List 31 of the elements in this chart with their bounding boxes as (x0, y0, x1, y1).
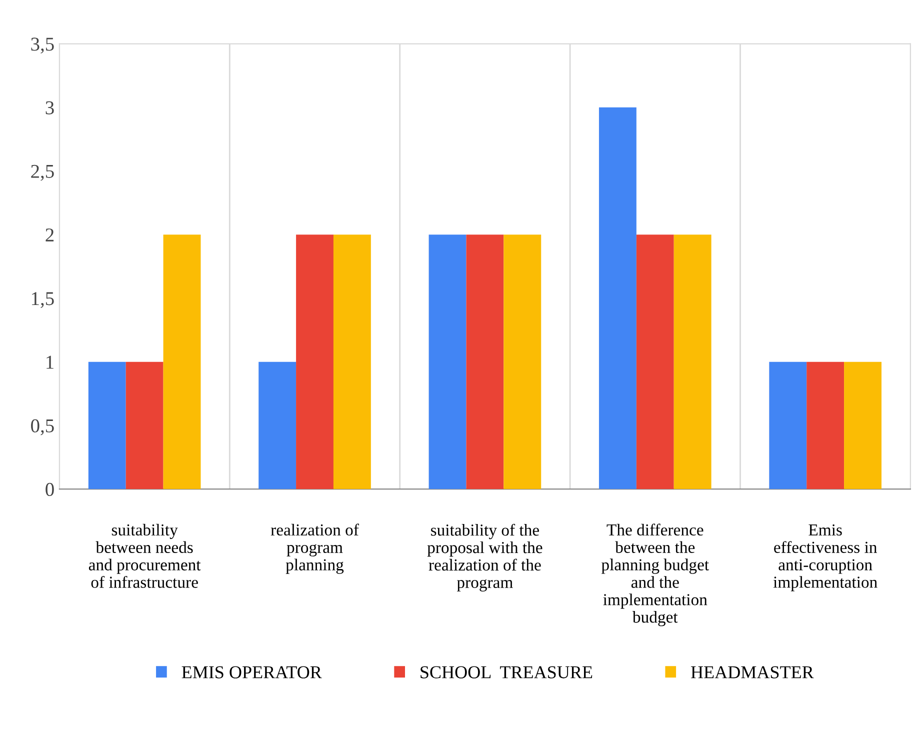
x-tick-label: suitability of the proposal with the realization of the program (427, 524, 542, 592)
y-tick-label: 0 (46, 482, 54, 496)
y-tick-label: 1 (46, 356, 54, 369)
bar (769, 362, 807, 490)
legend-label: SCHOOL TREASURE (420, 666, 592, 678)
bar (163, 234, 201, 490)
bar (674, 234, 712, 490)
legend-label: EMIS OPERATOR (182, 666, 322, 678)
bar (504, 234, 542, 490)
x-tick-label: The difference between the planning budget and the implementation budget (601, 524, 709, 626)
bar (844, 362, 882, 490)
bar (296, 234, 334, 490)
bar (333, 234, 371, 490)
bar (126, 362, 164, 490)
x-tick-label: Emis effectiveness in anti-coruption implementation (773, 524, 878, 592)
legend-label: HEADMASTER (691, 666, 814, 678)
bar (466, 234, 504, 490)
bar (88, 362, 126, 490)
y-tick-label: 2 (46, 228, 54, 242)
y-tick-label: 0,5 (31, 419, 54, 436)
x-tick-label: realization of program planning (270, 524, 359, 574)
x-tick-label: suitability between needs and procurement of infrastructure (88, 524, 201, 588)
bar (258, 362, 296, 490)
bar (636, 234, 674, 490)
y-tick-label: 3 (46, 101, 54, 114)
y-tick-label: 1,5 (32, 292, 54, 308)
y-tick-label: 2,5 (31, 164, 54, 181)
y-tick-label: 3,5 (31, 38, 54, 54)
bar (428, 234, 466, 490)
bar (806, 362, 844, 490)
bar (598, 107, 636, 490)
